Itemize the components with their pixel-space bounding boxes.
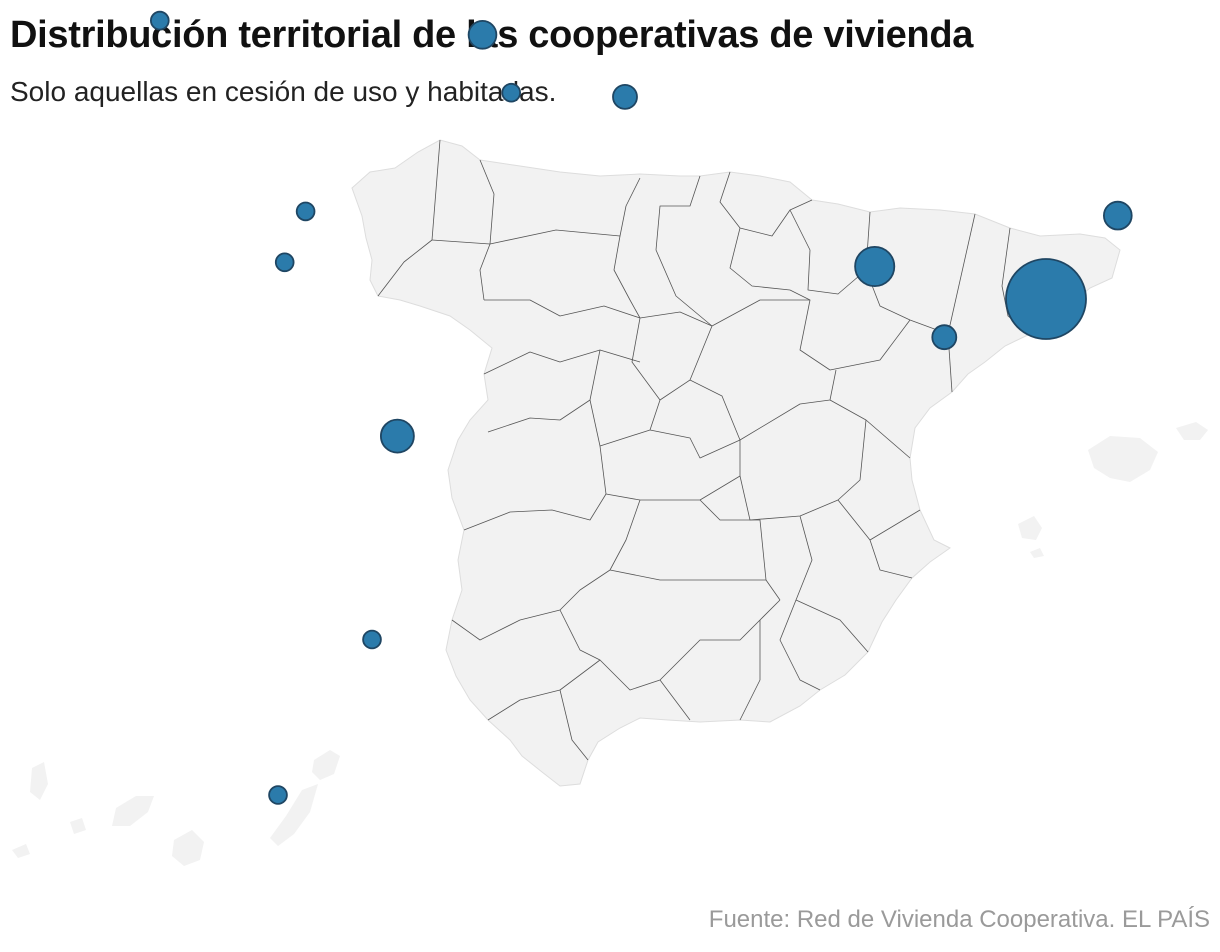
bubble-madrid — [379, 418, 415, 454]
bubble-asturias — [150, 10, 170, 31]
bubble-layer — [150, 10, 1133, 805]
bubble-navarra — [612, 84, 638, 110]
gran-canaria-island — [172, 830, 204, 866]
province-borders — [377, 139, 1031, 761]
mallorca-island — [1088, 436, 1158, 482]
source-note: Fuente: Red de Vivienda Cooperativa. EL … — [708, 906, 1210, 933]
bubble-barcelona — [1005, 258, 1087, 340]
el-hierro-island — [12, 844, 30, 858]
la-palma-island — [30, 762, 48, 800]
bubble-lleida — [854, 245, 896, 287]
bubble-girona — [1103, 200, 1133, 231]
formentera-island — [1030, 548, 1044, 558]
menorca-island — [1176, 422, 1208, 440]
bubble-cordoba — [268, 785, 288, 805]
land-layer — [12, 139, 1208, 866]
tenerife-island — [112, 796, 154, 826]
bubble-palencia — [295, 201, 316, 222]
la-gomera-island — [70, 818, 86, 834]
bubble-bizkaia — [467, 19, 498, 50]
lanzarote-island — [312, 750, 340, 780]
fuerteventura-island — [270, 784, 318, 846]
bubble-tarragona — [931, 324, 958, 351]
bubble-valladolid — [274, 252, 295, 273]
ibiza-island — [1018, 516, 1042, 540]
bubble-ciudad-real — [362, 629, 382, 650]
peninsula-landmass — [351, 139, 1121, 787]
chart-subtitle: Solo aquellas en cesión de uso y habitad… — [10, 76, 557, 107]
bubble-alava — [501, 82, 522, 103]
